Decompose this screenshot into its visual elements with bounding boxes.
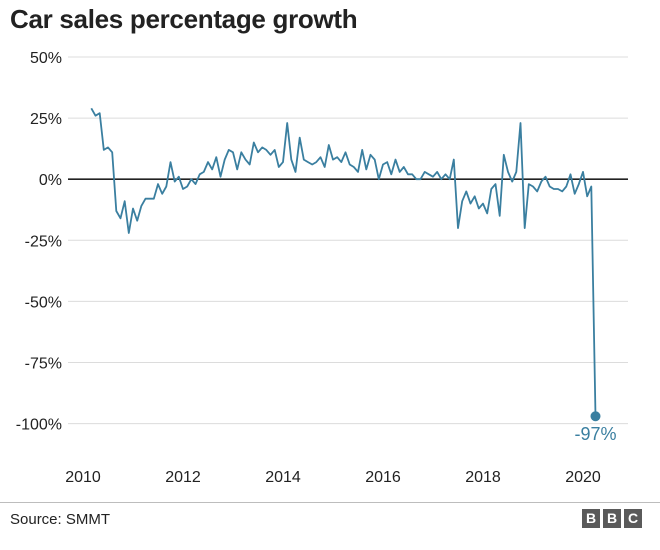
x-axis-tick-labels: 2010 2012 2014 2016 2018 2020 xyxy=(65,469,601,486)
y-tick-label: -100% xyxy=(16,417,62,434)
x-tick-label: 2010 xyxy=(65,469,101,486)
bbc-logo-letter-b1: B xyxy=(582,509,600,528)
chart-title: Car sales percentage growth xyxy=(10,4,358,34)
x-tick-label: 2012 xyxy=(165,469,201,486)
bbc-logo-letter-b2: B xyxy=(603,509,621,528)
y-tick-label: 25% xyxy=(30,111,62,128)
bbc-logo: B B C xyxy=(582,509,642,528)
x-tick-label: 2018 xyxy=(465,469,501,486)
y-axis-tick-labels: 50% 25% 0% -25% -50% -75% -100% xyxy=(16,50,62,434)
y-tick-label: -75% xyxy=(25,355,62,372)
y-tick-label: -25% xyxy=(25,233,62,250)
x-tick-label: 2014 xyxy=(265,469,301,486)
y-tick-label: 0% xyxy=(39,172,62,189)
y-tick-label: 50% xyxy=(30,50,62,67)
y-tick-label: -50% xyxy=(25,294,62,311)
footer-divider xyxy=(0,502,660,503)
annotation-label: -97% xyxy=(574,424,616,444)
x-tick-label: 2016 xyxy=(365,469,401,486)
line-chart: 50%25%0%-25%-50%-75%-100% 2010 2012 2014 20… xyxy=(16,50,628,486)
grid-lines xyxy=(68,56,628,425)
x-tick-label: 2020 xyxy=(565,469,601,486)
annotation-point-marker xyxy=(590,411,601,422)
series-line-car-sales-growth xyxy=(90,107,597,417)
bbc-logo-letter-c: C xyxy=(624,509,642,528)
source-note: Source: SMMT xyxy=(10,511,111,528)
